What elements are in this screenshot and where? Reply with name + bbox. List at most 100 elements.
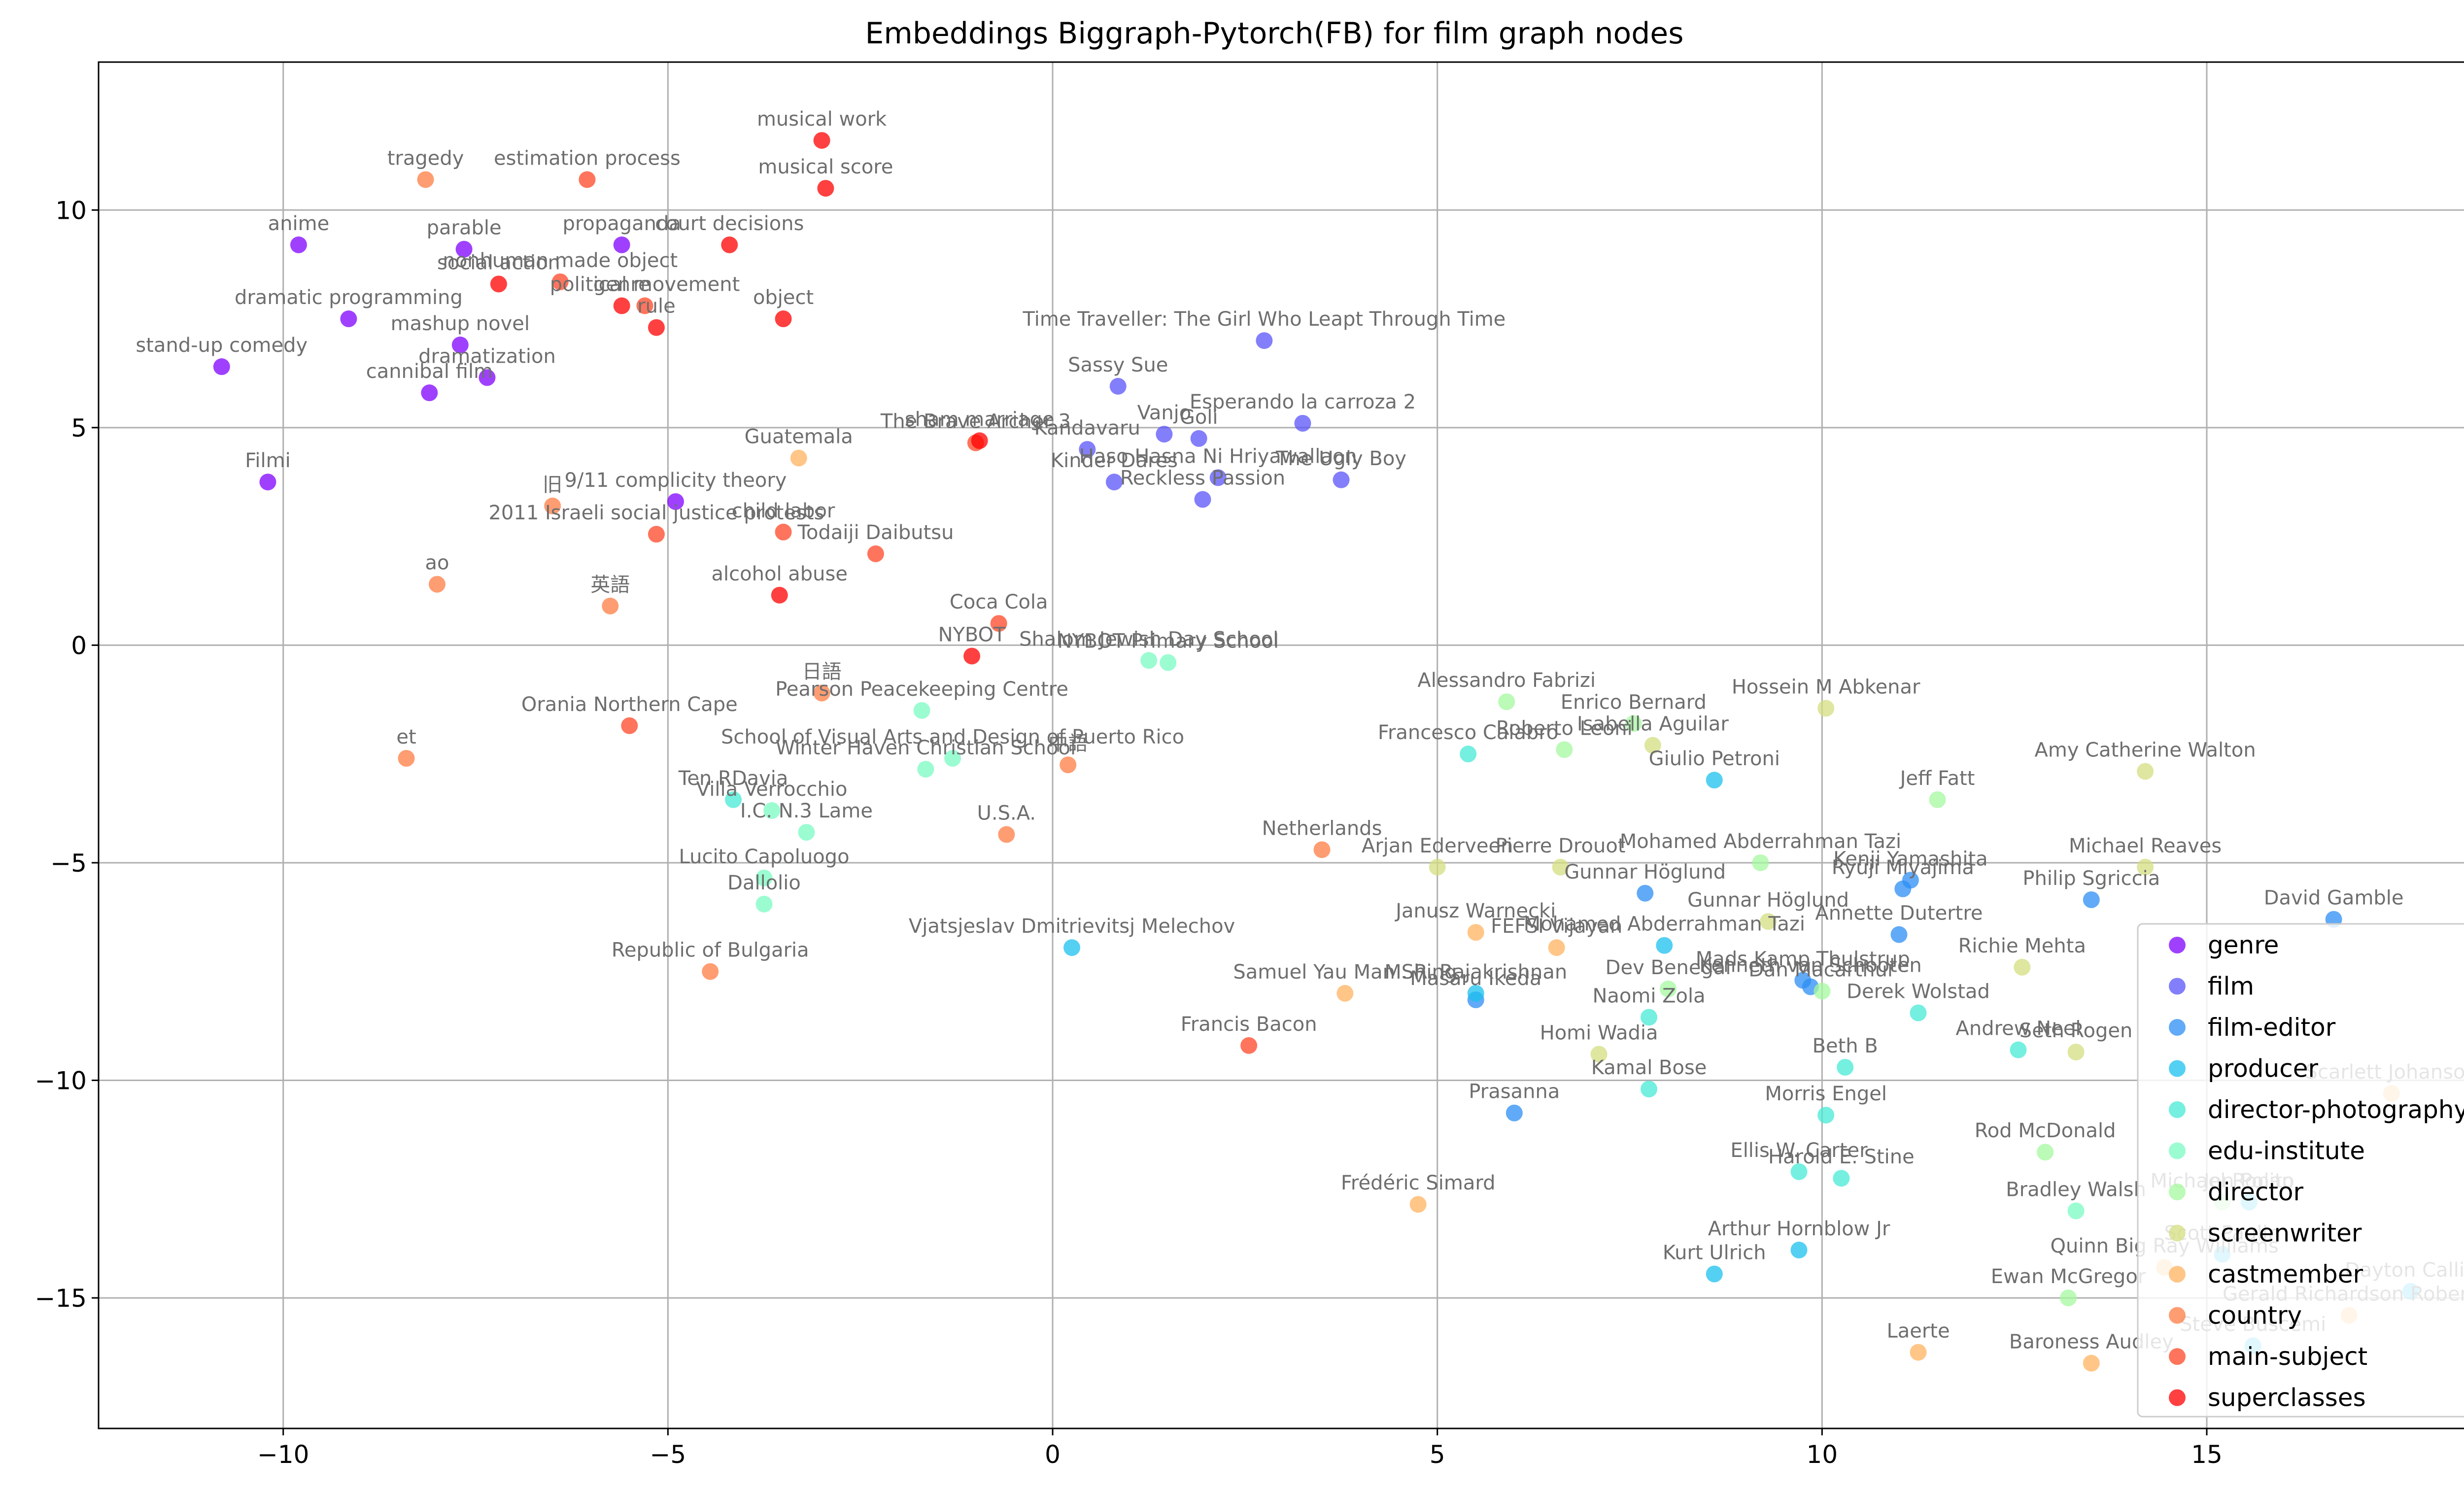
point-label: Ten RDavia <box>678 767 788 790</box>
legend-marker <box>2169 1307 2186 1324</box>
point-label: Andrew Neel <box>1956 1018 2081 1040</box>
point-label: M. R. Rajakrishnan <box>1384 961 1567 984</box>
x-tick-label: 10 <box>1807 1440 1838 1469</box>
data-point <box>971 432 988 449</box>
data-point <box>1467 984 1484 1002</box>
data-point <box>1548 939 1565 956</box>
y-tick-label: −15 <box>34 1284 87 1313</box>
point-label: Mohamed Abderrahman Tazi <box>1524 913 1805 936</box>
point-label: Naomi Zola <box>1592 984 1705 1007</box>
x-tick-label: 15 <box>2191 1440 2223 1469</box>
data-point <box>398 749 415 767</box>
point-label: 2011 Israeli social justice protests <box>488 502 824 524</box>
point-label: 日語 <box>802 661 842 683</box>
data-point <box>1156 426 1173 443</box>
legend-label: edu-institute <box>2208 1137 2365 1165</box>
data-point <box>1910 1004 1927 1021</box>
point-label: 英語 <box>590 574 630 596</box>
legend-marker <box>2169 1184 2186 1200</box>
data-point <box>1336 984 1354 1002</box>
point-label: Laerte <box>1886 1320 1950 1342</box>
point-label: Esperando la carroza 2 <box>1190 391 1416 413</box>
data-point <box>1752 854 1769 871</box>
legend-marker <box>2169 978 2186 995</box>
point-label: et <box>396 726 416 748</box>
point-label: School of Visual Arts and Design of Puer… <box>721 726 1184 748</box>
data-point <box>602 597 619 614</box>
data-point <box>1556 741 1573 758</box>
point-label: I.C. N.3 Lame <box>740 800 873 822</box>
y-tick-label: 10 <box>55 196 87 225</box>
point-label: Villa Verrocchio <box>696 778 848 801</box>
point-label: Mohamed Abderrahman Tazi <box>1620 830 1901 853</box>
point-label: Masaru Ikeda <box>1410 967 1541 990</box>
legend-marker <box>2169 1142 2186 1159</box>
legend-label: country <box>2208 1301 2302 1330</box>
data-point <box>1467 924 1484 941</box>
data-point <box>340 310 357 328</box>
x-tick-label: −5 <box>650 1440 686 1469</box>
point-label: Shalom Jewish Day School <box>1019 628 1278 650</box>
chart-title: Embeddings Biggraph-Pytorch(FB) for film… <box>865 16 1684 51</box>
point-label: Ryūji Miyajima <box>1832 856 1974 879</box>
data-points <box>213 132 2419 1372</box>
data-point <box>2059 1289 2077 1307</box>
point-label: Reckless Passion <box>1120 467 1285 490</box>
point-label: Kamal Bose <box>1591 1056 1707 1079</box>
legend-marker <box>2169 937 2186 953</box>
data-point <box>1079 441 1096 458</box>
data-point <box>1656 937 1673 954</box>
legend-entries: genre film film-editor producer director-pho… <box>2169 931 2464 1412</box>
point-label: musical work <box>757 108 887 131</box>
point-label: Ellis W. Carter <box>1730 1139 1868 1162</box>
data-point <box>290 236 307 253</box>
data-point <box>1333 471 1350 488</box>
legend-marker <box>2169 1060 2186 1077</box>
point-label: Republic of Bulgaria <box>612 939 809 962</box>
data-point <box>648 526 665 543</box>
data-point <box>944 749 961 767</box>
data-point <box>479 369 496 386</box>
point-label: Dan Macarthur <box>1748 958 1896 981</box>
point-label: Ewan McGregor <box>1991 1265 2146 1288</box>
point-label: social action <box>437 251 560 274</box>
data-point <box>1109 377 1127 395</box>
point-label: Amy Catherine Walton <box>2035 739 2256 761</box>
point-label: musical score <box>758 156 893 178</box>
data-point <box>1313 841 1331 858</box>
data-point <box>213 358 230 375</box>
data-point <box>1060 756 1077 774</box>
axis-ticks: −10 −5 0 5 10 15 −15 −10 −5 0 5 10 <box>34 196 2222 1469</box>
data-point <box>790 449 807 467</box>
point-label: tragedy <box>387 147 464 170</box>
point-label: Coca Cola <box>950 591 1048 613</box>
legend-label: film-editor <box>2208 1013 2336 1042</box>
data-point <box>1240 1037 1258 1054</box>
data-point <box>1814 983 1831 1000</box>
point-label: Arjan Ederveen <box>1362 835 1513 857</box>
x-tick-label: 0 <box>1045 1440 1061 1469</box>
point-label: Kinder Dares <box>1051 449 1178 472</box>
point-label: Samuel Yau Man Shing <box>1233 961 1457 984</box>
data-point <box>817 180 834 197</box>
data-point <box>1890 926 1908 943</box>
data-point <box>613 236 630 253</box>
point-label: The Brave Archer 3 <box>880 410 1071 433</box>
legend-label: castmember <box>2208 1260 2363 1289</box>
data-point <box>1644 737 1661 754</box>
point-label: Kenneth van Schooten <box>1699 954 1921 977</box>
data-point <box>1637 884 1654 902</box>
point-label: NYBOT Primary School <box>1057 630 1279 653</box>
point-label: Frédéric Simard <box>1341 1172 1496 1194</box>
point-label: dramatic programming <box>235 286 463 309</box>
point-label: Winter Haven Christian School <box>776 737 1076 759</box>
point-label: Bradley Walsh <box>2006 1178 2146 1201</box>
data-point <box>702 963 719 980</box>
data-point <box>1790 1241 1808 1258</box>
data-point <box>1506 1104 1523 1121</box>
point-label: Kurt Ulrich <box>1663 1241 1766 1264</box>
legend: genre film film-editor producer director-pho… <box>2137 923 2464 1418</box>
legend-label: screenwriter <box>2208 1219 2362 1248</box>
data-point <box>2067 1044 2085 1061</box>
data-point <box>755 895 773 913</box>
